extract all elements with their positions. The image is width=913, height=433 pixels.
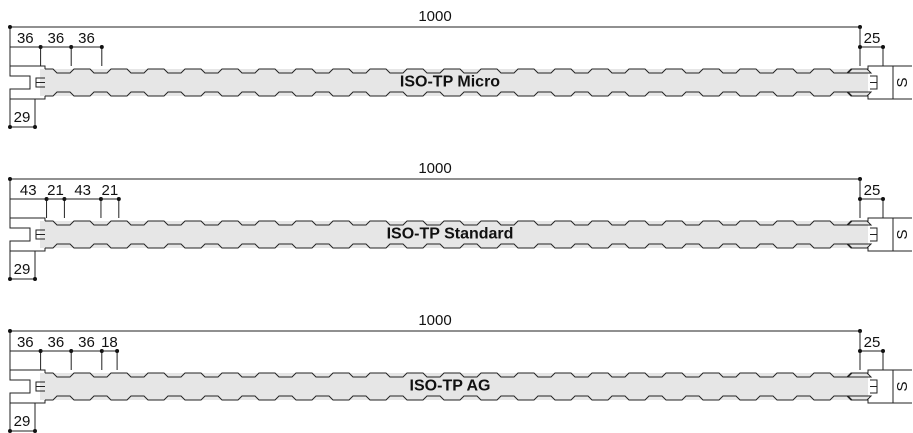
dim-dot	[116, 197, 121, 201]
dim-dot	[8, 125, 12, 129]
panel: 1000 43 21 43 21 25 ISO-TP Standard S 29	[8, 160, 912, 281]
left-joint-dim: 29	[14, 109, 31, 126]
dim-dot	[8, 429, 12, 433]
panel-label: ISO-TP AG	[410, 378, 491, 395]
panel-top	[45, 68, 873, 74]
dim-dot	[8, 25, 12, 29]
dim-dot	[881, 45, 885, 49]
dim-dot	[8, 177, 12, 181]
panel-bottom	[45, 395, 873, 401]
panel-bottom	[45, 91, 873, 97]
sub-dim: 18	[101, 334, 118, 351]
left-joint-dim: 29	[14, 413, 31, 430]
right-joint-dim: 25	[864, 334, 881, 351]
dim-dot	[8, 329, 12, 333]
panel-label: ISO-TP Micro	[400, 74, 500, 91]
dim-dot	[858, 197, 862, 201]
panel: 1000 36 36 36 25 ISO-TP Micro S 29	[8, 8, 912, 129]
sub-dim: 43	[20, 182, 37, 199]
sub-dim: 36	[17, 334, 34, 351]
left-joint	[9, 217, 46, 252]
dim-dot	[33, 277, 37, 281]
right-joint	[860, 65, 894, 100]
dim-dot	[858, 349, 862, 353]
thickness: S	[894, 229, 911, 239]
sub-dim: 36	[78, 334, 95, 351]
sub-dim: 21	[102, 182, 119, 199]
sub-dim: 36	[48, 30, 65, 47]
panel-top	[45, 220, 873, 226]
overall-dim: 1000	[418, 8, 451, 25]
sub-dim: 36	[78, 30, 95, 47]
dim-dot	[33, 125, 37, 129]
right-joint-dim: 25	[864, 182, 881, 199]
dim-dot	[858, 45, 862, 49]
dim-dot	[881, 349, 885, 353]
panel-top	[45, 372, 873, 378]
thickness: S	[894, 77, 911, 87]
panel: 1000 36 36 36 18 25 ISO-TP AG S 29	[8, 312, 912, 433]
sub-dim: 36	[17, 30, 34, 47]
right-joint	[860, 369, 894, 404]
dim-dot	[115, 349, 120, 353]
sub-dim: 21	[47, 182, 64, 199]
dim-dot	[8, 277, 12, 281]
dim-dot	[881, 197, 885, 201]
overall-dim: 1000	[418, 312, 451, 329]
right-joint-dim: 25	[864, 30, 881, 47]
dim-dot	[99, 45, 104, 49]
dim-dot	[33, 429, 37, 433]
panel-label: ISO-TP Standard	[387, 226, 514, 243]
thickness: S	[894, 381, 911, 391]
panel-bottom	[45, 243, 873, 249]
sub-dim: 36	[48, 334, 65, 351]
sub-dim: 43	[74, 182, 91, 199]
left-joint	[9, 369, 46, 404]
left-joint-dim: 29	[14, 261, 31, 278]
left-joint	[9, 65, 46, 100]
right-joint	[860, 217, 894, 252]
overall-dim: 1000	[418, 160, 451, 177]
